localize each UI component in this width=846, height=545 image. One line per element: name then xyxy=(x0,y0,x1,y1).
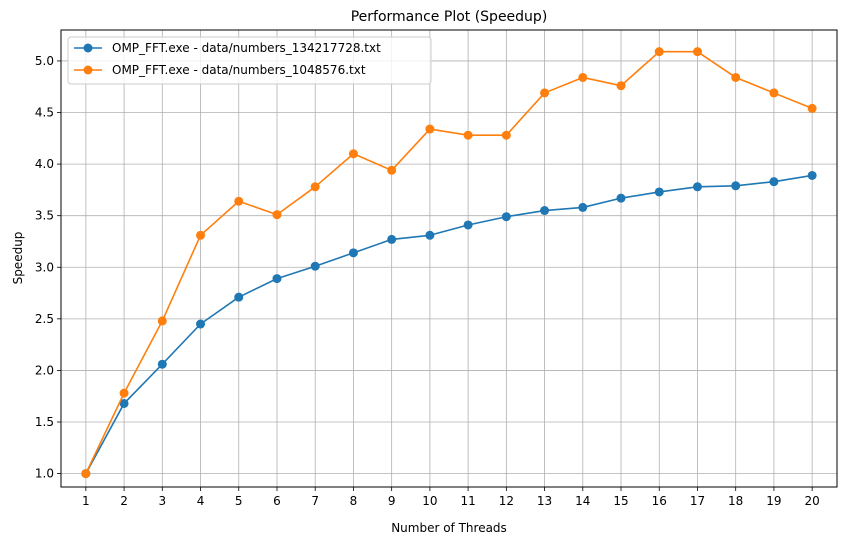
plot-frame xyxy=(60,29,838,488)
plot-area xyxy=(60,29,838,488)
data-point-series-0 xyxy=(157,359,167,369)
legend-marker-series-1 xyxy=(83,65,93,75)
data-point-series-0 xyxy=(654,187,664,197)
legend-label-series-1: OMP_FFT.exe - data/numbers_1048576.txt xyxy=(112,63,366,77)
data-point-series-1 xyxy=(387,165,397,175)
data-point-series-0 xyxy=(196,319,206,329)
legend: OMP_FFT.exe - data/numbers_134217728.txt… xyxy=(67,36,432,85)
x-tick-label: 19 xyxy=(766,494,781,508)
y-tick-label: 5.0 xyxy=(35,54,54,68)
data-point-series-0 xyxy=(807,170,817,180)
x-tick-label: 13 xyxy=(537,494,552,508)
plot-background xyxy=(61,30,837,487)
chart-title: Performance Plot (Speedup) xyxy=(351,9,548,25)
data-point-series-1 xyxy=(769,88,779,98)
y-tick-label: 2.5 xyxy=(35,312,54,326)
series-line-1 xyxy=(85,50,813,474)
x-tick-label: 7 xyxy=(311,494,319,508)
data-point-series-0 xyxy=(692,182,702,192)
y-tick-label: 4.0 xyxy=(35,157,54,171)
x-tick-label: 1 xyxy=(82,494,90,508)
y-axis-label: Speedup xyxy=(11,232,25,285)
x-tick-label: 12 xyxy=(499,494,514,508)
data-point-series-1 xyxy=(81,469,91,479)
data-point-series-1 xyxy=(731,72,741,82)
legend-label-series-0: OMP_FFT.exe - data/numbers_134217728.txt xyxy=(112,41,381,55)
data-point-series-0 xyxy=(501,212,511,222)
data-point-series-1 xyxy=(425,124,435,134)
x-tick-label: 16 xyxy=(652,494,667,508)
x-tick-label: 17 xyxy=(690,494,705,508)
data-point-series-1 xyxy=(692,47,702,57)
y-tick-label: 4.5 xyxy=(35,106,54,120)
x-tick-label: 3 xyxy=(158,494,166,508)
x-tick-label: 2 xyxy=(120,494,128,508)
y-tick-label: 1.5 xyxy=(35,415,54,429)
data-point-series-1 xyxy=(234,196,244,206)
data-point-series-1 xyxy=(807,103,817,113)
data-point-series-0 xyxy=(310,261,320,271)
x-tick-label: 8 xyxy=(350,494,358,508)
y-axis: 1.0 1.5 2.0 2.5 3.0 3.5 4.0 4.5 5.0 xyxy=(35,54,61,481)
series-layer xyxy=(81,47,817,479)
data-point-series-0 xyxy=(119,398,129,408)
data-point-series-0 xyxy=(272,274,282,284)
data-point-series-1 xyxy=(157,316,167,326)
data-point-series-0 xyxy=(425,230,435,240)
data-point-series-1 xyxy=(463,130,473,140)
data-point-series-1 xyxy=(654,47,664,57)
x-tick-label: 4 xyxy=(197,494,205,508)
grid-lines xyxy=(61,30,837,487)
data-point-series-1 xyxy=(119,388,129,398)
series-line-0 xyxy=(85,174,813,474)
data-point-series-1 xyxy=(272,210,282,220)
data-point-series-0 xyxy=(540,206,550,216)
x-tick-label: 9 xyxy=(388,494,396,508)
x-tick-label: 14 xyxy=(575,494,590,508)
x-tick-label: 20 xyxy=(805,494,820,508)
y-tick-label: 3.0 xyxy=(35,260,54,274)
data-point-series-0 xyxy=(769,177,779,187)
data-point-series-0 xyxy=(387,234,397,244)
y-tick-label: 3.5 xyxy=(35,209,54,223)
x-tick-label: 5 xyxy=(235,494,243,508)
data-point-series-1 xyxy=(616,81,626,91)
x-axis: 1 2 3 4 5 6 7 8 9 10 11 12 13 14 15 16 17 18 19 20 xyxy=(82,487,820,508)
data-point-series-0 xyxy=(463,220,473,230)
data-point-series-1 xyxy=(348,149,358,159)
legend-marker-series-0 xyxy=(83,43,93,53)
data-point-series-1 xyxy=(310,182,320,192)
data-point-series-0 xyxy=(234,292,244,302)
data-point-series-1 xyxy=(196,230,206,240)
data-point-series-1 xyxy=(501,130,511,140)
data-point-series-0 xyxy=(616,193,626,203)
y-tick-label: 2.0 xyxy=(35,363,54,377)
legend-frame xyxy=(67,36,432,85)
data-point-series-1 xyxy=(578,72,588,82)
data-point-series-0 xyxy=(348,248,358,258)
x-axis-label: Number of Threads xyxy=(391,521,507,535)
x-tick-label: 11 xyxy=(460,494,475,508)
x-tick-label: 15 xyxy=(613,494,628,508)
y-tick-label: 1.0 xyxy=(35,467,54,481)
data-point-series-1 xyxy=(540,88,550,98)
x-tick-label: 18 xyxy=(728,494,743,508)
data-point-series-0 xyxy=(731,181,741,191)
data-point-series-0 xyxy=(578,202,588,212)
x-tick-label: 10 xyxy=(422,494,437,508)
x-tick-label: 6 xyxy=(273,494,281,508)
